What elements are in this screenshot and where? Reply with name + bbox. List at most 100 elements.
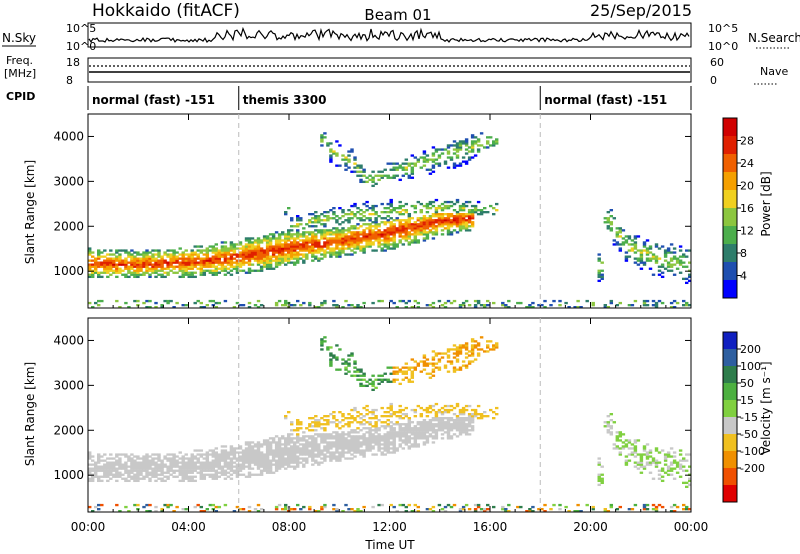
velocity-cell — [371, 417, 375, 420]
power-cell — [268, 255, 273, 258]
velocity-cell — [329, 459, 333, 462]
power-cell — [428, 229, 433, 232]
power-cell — [329, 217, 333, 220]
power-cell — [94, 263, 98, 266]
power-cell — [332, 152, 336, 155]
power-cell — [440, 152, 445, 155]
velocity-cell — [669, 467, 674, 470]
velocity-cell — [416, 431, 421, 434]
velocity-cell — [202, 469, 207, 472]
power-cell — [202, 261, 207, 264]
power-cell — [296, 215, 300, 218]
power-cell — [455, 142, 460, 145]
velocity-cell — [464, 352, 469, 355]
power-cell — [320, 136, 324, 139]
velocity-cell — [262, 461, 267, 464]
velocity-cell — [552, 503, 556, 507]
power-cell — [359, 219, 363, 222]
power-cell — [476, 213, 481, 216]
power-cell — [88, 247, 92, 250]
velocity-cell — [425, 358, 430, 361]
velocity-cell — [678, 463, 683, 466]
power-cell — [271, 233, 276, 236]
velocity-cell — [130, 467, 134, 470]
power-cell — [109, 259, 113, 262]
velocity-cell — [326, 455, 330, 458]
velocity-cell — [407, 421, 412, 424]
power-cell — [374, 233, 378, 236]
velocity-cell — [268, 447, 273, 450]
velocity-cell — [314, 419, 318, 422]
velocity-cell — [115, 455, 119, 458]
power-cell — [265, 237, 270, 240]
power-cell — [419, 219, 424, 222]
velocity-cell — [244, 453, 249, 456]
power-cell — [317, 245, 321, 248]
power-cell — [175, 271, 179, 274]
power-cell — [380, 239, 384, 242]
power-cell — [458, 146, 463, 149]
power-cell — [464, 162, 469, 165]
velocity-cell — [332, 417, 336, 420]
velocity-cell — [657, 451, 662, 454]
velocity-cell — [603, 421, 608, 424]
velocity-cell — [124, 465, 128, 468]
velocity-cell — [419, 360, 424, 363]
velocity-cell — [651, 508, 656, 511]
velocity-cell — [271, 455, 276, 458]
power-cell — [205, 251, 210, 254]
power-cell — [353, 156, 357, 159]
velocity-cell — [202, 465, 207, 468]
power-cell — [407, 223, 412, 226]
power-cell — [172, 257, 176, 260]
velocity-cell — [353, 362, 357, 365]
velocity-cell — [648, 449, 653, 452]
velocity-cell — [262, 455, 267, 458]
velocity-cell — [392, 451, 396, 454]
velocity-cell — [591, 505, 595, 509]
velocity-cell — [386, 443, 390, 446]
velocity-cell — [458, 433, 463, 436]
power-cell — [94, 259, 98, 262]
velocity-cell — [97, 477, 101, 480]
velocity-cell — [311, 447, 315, 450]
power-cell — [407, 174, 412, 177]
power-cell — [199, 249, 204, 252]
velocity-cell — [410, 433, 415, 436]
power-cell — [253, 304, 258, 307]
power-cell — [395, 306, 399, 309]
power-cell — [486, 142, 490, 145]
velocity-cell — [428, 423, 433, 426]
power-cell — [627, 235, 632, 238]
power-cell — [335, 251, 339, 254]
velocity-cell — [395, 510, 399, 513]
power-cell — [682, 253, 686, 256]
velocity-cell — [311, 451, 315, 454]
velocity-cell — [178, 467, 182, 470]
power-cell — [100, 271, 104, 274]
y-tick-label: 2000 — [53, 423, 84, 437]
power-cell — [308, 219, 312, 222]
velocity-cell — [217, 505, 222, 509]
velocity-cell — [672, 467, 677, 470]
power-cell — [103, 267, 107, 270]
power-cell — [678, 245, 683, 248]
velocity-cell — [473, 413, 478, 416]
power-cell — [314, 251, 318, 254]
power-cell — [359, 180, 363, 184]
velocity-cell — [492, 346, 496, 349]
power-cell — [214, 267, 219, 270]
power-cell — [329, 243, 333, 246]
velocity-cell — [612, 443, 617, 446]
velocity-cell — [193, 505, 197, 509]
velocity-cell — [100, 479, 104, 483]
velocity-cell — [238, 451, 243, 454]
velocity-cell — [470, 413, 475, 416]
power-cell — [606, 306, 611, 309]
power-cell — [268, 257, 273, 260]
power-cell — [431, 158, 436, 161]
power-cell — [428, 215, 433, 218]
velocity-cell — [353, 360, 357, 363]
power-cell — [178, 267, 182, 270]
power-cell — [350, 253, 354, 256]
